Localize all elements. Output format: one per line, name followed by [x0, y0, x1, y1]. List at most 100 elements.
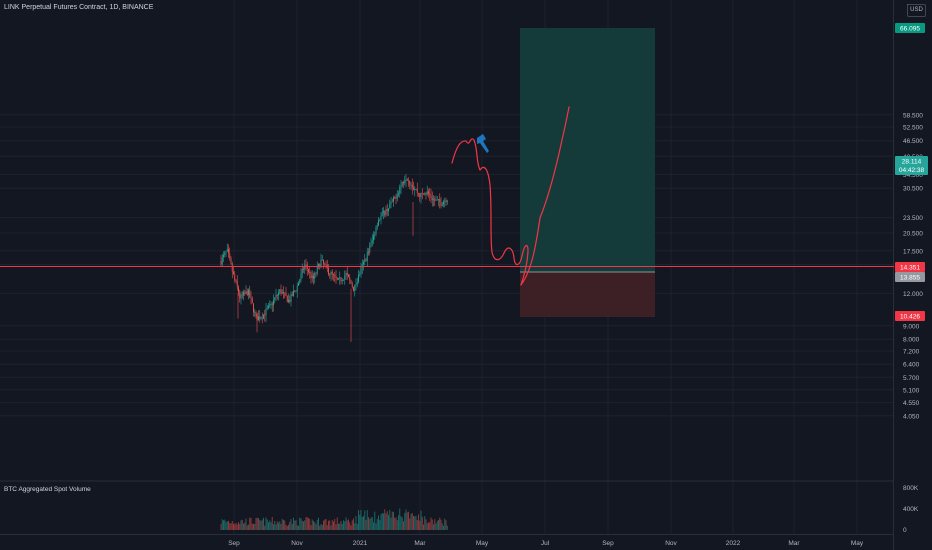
volume-bar [286, 525, 288, 530]
time-axis-labels[interactable]: Sep Nov 2021 Mar May Jul Sep Nov 2022 Mar May [228, 540, 864, 547]
candle-body [336, 278, 338, 280]
candle-body [410, 184, 412, 186]
candle-body [290, 294, 292, 302]
volume-bar [236, 524, 238, 530]
volume-bar [235, 522, 237, 530]
candle-body [388, 208, 389, 212]
candle-body [345, 273, 347, 276]
price-axis-labels[interactable]: 58.50052.50046.50040.50034.50030.50023.5… [903, 112, 923, 420]
price-tick-label: 34.500 [903, 172, 923, 179]
volume-bar [231, 520, 233, 530]
candle-body [344, 275, 346, 280]
long-position-target-zone[interactable] [520, 28, 655, 272]
volume-bar [321, 524, 323, 530]
volume-bar [361, 516, 363, 530]
candle-body [310, 272, 312, 278]
candle-body [281, 292, 283, 294]
candle-body [334, 274, 336, 277]
freehand-path-drawing[interactable] [451, 106, 570, 286]
candle-body [368, 251, 369, 253]
candle-body [440, 202, 442, 206]
candle-body [424, 193, 426, 195]
volume-bar [438, 519, 439, 530]
candle-body [400, 185, 402, 188]
volume-bar [445, 520, 447, 530]
volume-bar [313, 520, 314, 530]
candle-body [261, 317, 263, 319]
candle-body [429, 193, 431, 196]
time-tick-label: Mar [788, 540, 800, 547]
volume-bar [409, 518, 411, 530]
horizontal-line-price-text: 14.351 [900, 265, 920, 272]
volume-bar [283, 519, 284, 530]
volume-bar [395, 517, 397, 530]
candle-body [316, 266, 318, 274]
candle-body [263, 314, 264, 319]
volume-bar [246, 525, 248, 530]
volume-bar [268, 522, 269, 530]
candle-body [349, 276, 351, 281]
candle-body [328, 268, 329, 275]
volume-bar [446, 525, 448, 530]
candle-body [353, 287, 354, 292]
price-tick-label: 7.200 [903, 348, 920, 355]
price-tick-label: 8.000 [903, 337, 920, 344]
volume-bar [228, 520, 229, 530]
volume-bar [430, 517, 432, 530]
volume-bar [354, 523, 356, 530]
candle-body [444, 200, 446, 202]
candle-body [341, 280, 343, 282]
volume-indicator-title[interactable]: BTC Aggregated Spot Volume [4, 486, 91, 493]
volume-tick-label: 800K [903, 485, 919, 492]
candle-body [234, 274, 236, 280]
entry-price-tag: 13.855 [895, 272, 925, 282]
candle-body [375, 227, 377, 234]
candle-body [275, 295, 277, 298]
candle-body [254, 312, 256, 314]
candle-body [394, 197, 396, 199]
volume-bar [339, 523, 341, 530]
price-tick-label: 4.050 [903, 413, 920, 420]
candle-body [346, 273, 348, 275]
candle-body [355, 284, 357, 286]
candle-body [265, 308, 267, 316]
volume-bar [330, 525, 332, 530]
candle-body [414, 189, 416, 190]
volume-bar [423, 524, 424, 530]
candle-body [230, 258, 232, 264]
candle-body [356, 281, 358, 285]
long-position-stop-zone[interactable] [520, 272, 655, 317]
volume-bar [251, 523, 253, 530]
volume-bar [299, 517, 301, 530]
candle-body [311, 275, 313, 278]
volume-bar [221, 519, 223, 530]
volume-bar [310, 525, 312, 530]
candle-body [381, 212, 383, 216]
candle-body [223, 254, 224, 258]
volume-bar [308, 518, 309, 530]
currency-button[interactable]: USD [907, 4, 926, 17]
candle-body [370, 242, 372, 246]
volume-bar [295, 520, 297, 530]
candle-body [348, 274, 349, 277]
candle-body [408, 180, 409, 182]
volume-bar [303, 521, 304, 530]
symbol-title[interactable]: LINK Perpetual Futures Contract, 1D, BIN… [4, 4, 154, 11]
candle-body [225, 251, 227, 253]
time-tick-label: May [851, 540, 864, 547]
candle-body [278, 292, 279, 296]
volume-bar [380, 514, 382, 530]
candle-body [253, 303, 254, 313]
candle-body [428, 191, 429, 194]
candle-body [284, 292, 286, 294]
candle-body [285, 292, 287, 297]
candle-body [364, 259, 366, 263]
volume-bar [315, 523, 317, 530]
volume-bar [230, 523, 232, 530]
price-tick-label: 52.500 [903, 125, 923, 132]
candle-body [324, 263, 326, 265]
candle-body [268, 305, 269, 308]
volume-bar [363, 516, 364, 530]
volume-bar [424, 516, 426, 530]
